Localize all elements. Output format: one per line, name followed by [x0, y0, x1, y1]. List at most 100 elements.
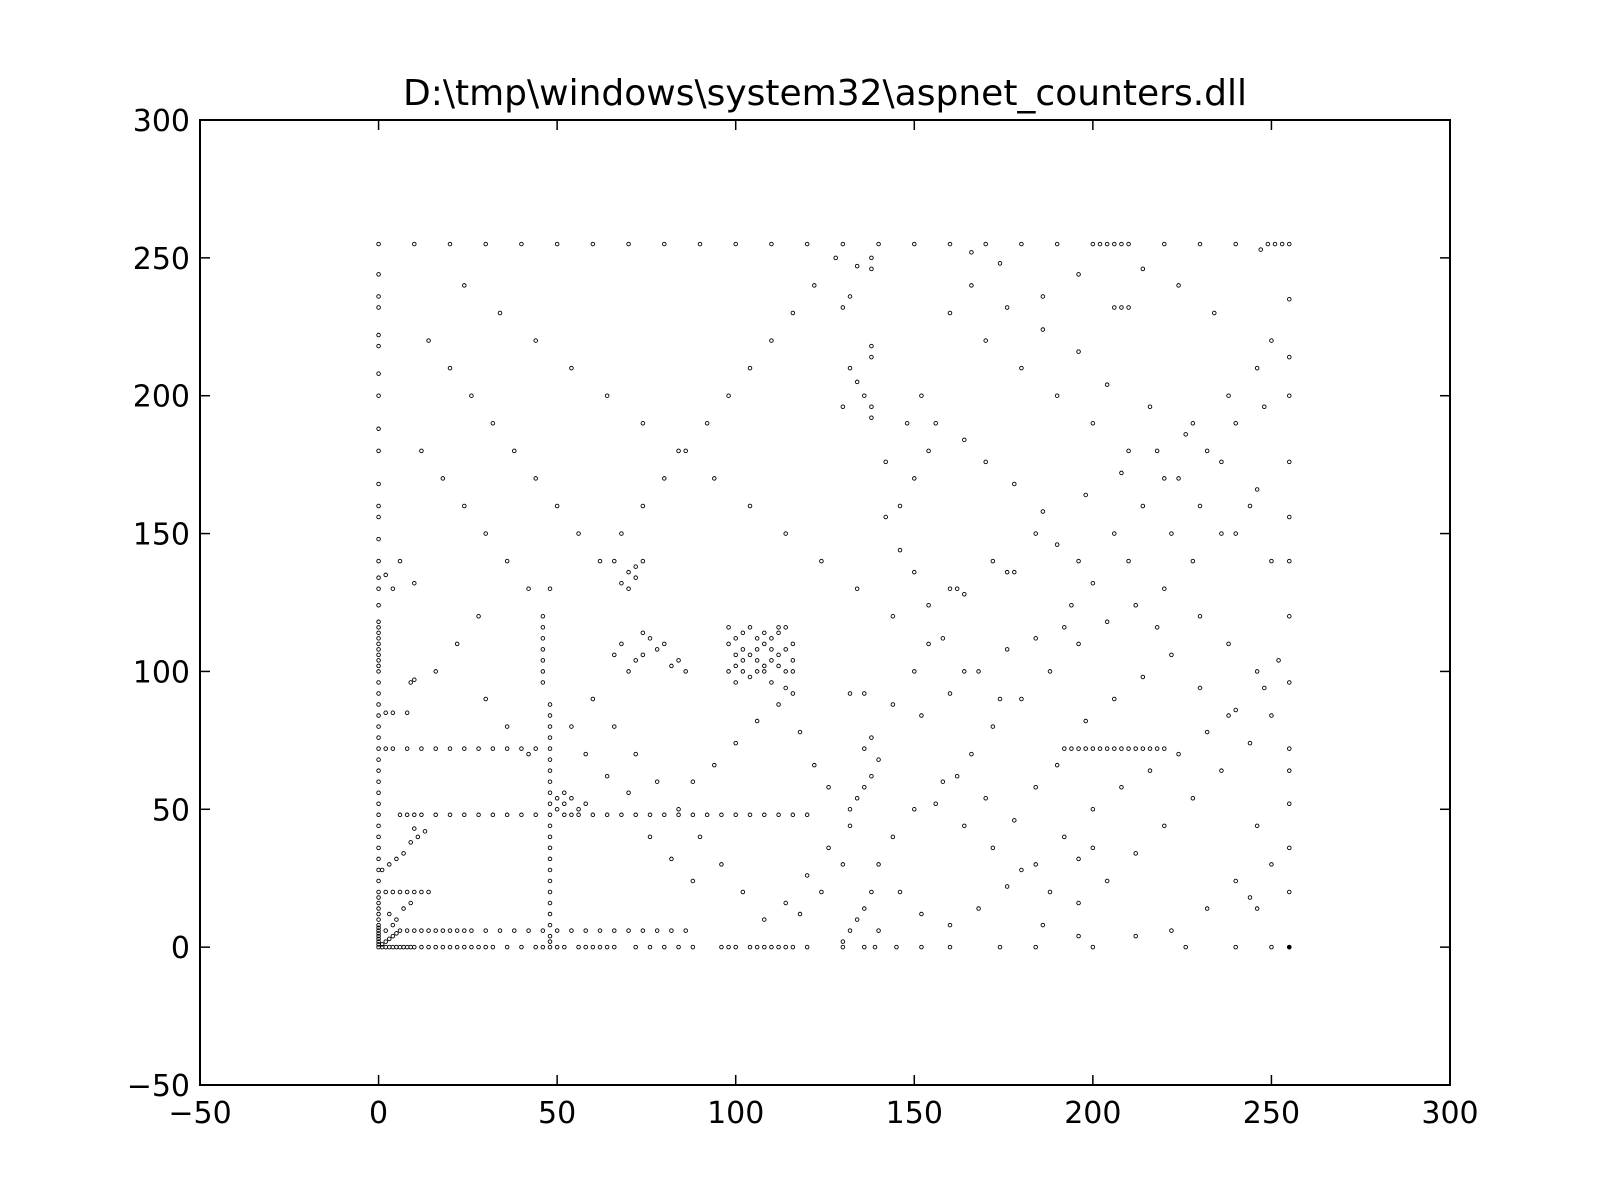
data-point: [376, 652, 381, 658]
data-point: [876, 862, 881, 867]
data-point: [790, 944, 796, 950]
data-point: [376, 669, 381, 674]
data-point: [1233, 944, 1238, 950]
data-point: [1040, 922, 1046, 928]
data-point: [726, 641, 731, 647]
data-point: [719, 812, 724, 818]
data-point: [1269, 862, 1274, 867]
data-point: [576, 531, 581, 536]
data-point: [1154, 448, 1160, 454]
data-point: [1254, 365, 1260, 371]
data-point: [676, 807, 681, 812]
data-point: [376, 680, 381, 685]
data-point: [1112, 696, 1117, 702]
data-point: [1279, 241, 1285, 247]
data-point: [504, 812, 510, 818]
data-point: [690, 812, 696, 818]
data-point: [376, 834, 381, 840]
data-point: [497, 310, 503, 316]
data-point: [433, 812, 438, 818]
x-tick-label: 50: [538, 1096, 576, 1131]
data-point: [387, 944, 392, 950]
data-point: [490, 421, 496, 426]
data-point: [1140, 674, 1146, 680]
data-point: [376, 746, 381, 751]
data-point: [483, 696, 488, 702]
data-point: [704, 812, 710, 818]
x-tick-label: 250: [1243, 1096, 1300, 1131]
data-point: [597, 928, 603, 933]
data-point: [733, 944, 738, 950]
data-point: [426, 944, 431, 950]
data-point: [654, 779, 660, 784]
data-point: [894, 944, 899, 950]
data-point: [783, 900, 788, 906]
data-point: [1119, 784, 1124, 790]
data-point: [554, 241, 560, 247]
data-point: [526, 586, 531, 591]
data-point: [533, 476, 538, 481]
data-point: [733, 663, 738, 669]
data-point: [376, 856, 381, 862]
data-point: [1062, 746, 1067, 751]
data-point: [640, 503, 646, 509]
data-point: [883, 459, 888, 465]
data-point: [547, 735, 553, 740]
data-point: [519, 241, 524, 247]
data-point: [1012, 569, 1017, 575]
data-point: [376, 801, 381, 807]
data-point: [790, 310, 796, 316]
data-point: [1076, 746, 1081, 751]
data-point: [376, 812, 381, 818]
data-point: [376, 911, 381, 917]
data-point: [1112, 746, 1117, 751]
data-point: [897, 547, 903, 553]
data-point: [387, 911, 392, 917]
data-point: [1062, 834, 1067, 840]
data-point: [1062, 625, 1067, 630]
data-point: [426, 928, 431, 933]
data-point: [547, 845, 553, 851]
data-point: [754, 658, 760, 663]
data-point: [1226, 713, 1231, 718]
data-point: [776, 702, 781, 707]
data-point: [490, 944, 496, 950]
data-point: [376, 481, 381, 487]
data-point: [1204, 729, 1210, 735]
data-point: [712, 476, 717, 481]
data-point: [697, 241, 703, 247]
data-point: [890, 702, 896, 707]
data-point: [554, 503, 560, 509]
data-point: [962, 669, 967, 674]
data-point: [519, 746, 524, 751]
data-point: [1272, 241, 1278, 247]
data-point: [990, 724, 996, 729]
data-point: [733, 652, 738, 658]
data-point: [590, 812, 596, 818]
x-tick-label: 200: [1064, 1096, 1121, 1131]
data-point: [612, 928, 617, 933]
data-point: [619, 580, 624, 586]
data-point: [504, 746, 510, 751]
data-point: [1233, 421, 1238, 426]
data-point: [376, 636, 381, 641]
data-point: [1126, 305, 1131, 310]
data-point: [1162, 241, 1167, 247]
plot-frame: [199, 119, 1451, 1086]
data-point: [1104, 746, 1110, 751]
data-point: [869, 773, 874, 779]
data-point: [404, 710, 410, 716]
data-point: [1112, 241, 1117, 247]
data-point: [719, 944, 724, 950]
data-point: [397, 928, 403, 933]
data-point: [783, 647, 788, 652]
data-point: [440, 944, 446, 950]
data-point: [1269, 338, 1274, 343]
data-point: [422, 829, 428, 834]
data-point: [997, 944, 1003, 950]
data-point: [804, 812, 810, 818]
data-point: [633, 944, 638, 950]
data-point: [1133, 851, 1138, 856]
data-point: [454, 928, 460, 933]
data-point: [419, 889, 424, 895]
